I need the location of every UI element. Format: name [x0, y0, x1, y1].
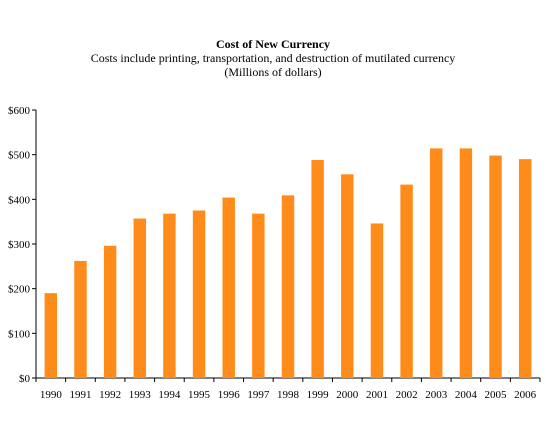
bar-1991: [74, 260, 87, 378]
bar-series: [44, 148, 532, 378]
chart-units-note: (Millions of dollars): [224, 65, 322, 79]
x-tick-label: 2004: [455, 389, 478, 401]
bar-1998: [281, 195, 295, 378]
x-tick-label: 1992: [99, 389, 121, 401]
x-tick-label: 1994: [158, 389, 181, 401]
x-tick-label: 2001: [366, 389, 388, 401]
bar-2000: [341, 174, 354, 378]
bar-1992: [103, 245, 117, 378]
bar-1993: [133, 218, 146, 378]
bar-2002: [400, 184, 413, 378]
bar-2005: [489, 155, 502, 378]
bar-1996: [222, 197, 235, 378]
x-tick-label: 1997: [247, 389, 270, 401]
bar-2004: [459, 148, 473, 378]
bar-1990: [44, 293, 58, 378]
bar-2006: [518, 159, 532, 378]
x-tick-label: 1993: [129, 389, 152, 401]
x-tick-label: 1996: [218, 389, 241, 401]
bar-1995: [192, 210, 206, 378]
chart-subtitle: Costs include printing, transportation, …: [90, 51, 456, 65]
x-tick-label: 2005: [485, 389, 508, 401]
x-tick-label: 1990: [40, 389, 63, 401]
bar-1997: [252, 213, 265, 378]
y-tick-label: $0: [19, 373, 31, 385]
x-tick-label: 2002: [396, 389, 418, 401]
x-tick-label: 1995: [188, 389, 211, 401]
x-tick-label: 1999: [307, 389, 330, 401]
x-tick-label: 1991: [69, 389, 91, 401]
x-tick-label: 2003: [425, 389, 448, 401]
y-tick-label: $500: [8, 150, 31, 162]
x-tick-label: 2000: [336, 389, 359, 401]
bar-1994: [163, 213, 176, 378]
x-tick-label: 1998: [277, 389, 300, 401]
tick-labels: $0 $100 $200 $300 $400 $500 $600 1990 1991 1992 19…: [8, 105, 537, 401]
bar-1999: [311, 160, 324, 378]
bar-2003: [430, 148, 443, 378]
chart-titles: Cost of New Currency Costs include print…: [0, 37, 546, 79]
chart-title: Cost of New Currency: [215, 37, 331, 51]
x-tick-label: 2006: [514, 389, 537, 401]
y-tick-label: $200: [8, 284, 31, 296]
y-tick-label: $100: [8, 328, 31, 340]
y-tick-label: $600: [8, 105, 31, 117]
bar-2001: [370, 223, 384, 378]
y-tick-label: $300: [8, 239, 31, 251]
y-tick-label: $400: [8, 194, 31, 206]
